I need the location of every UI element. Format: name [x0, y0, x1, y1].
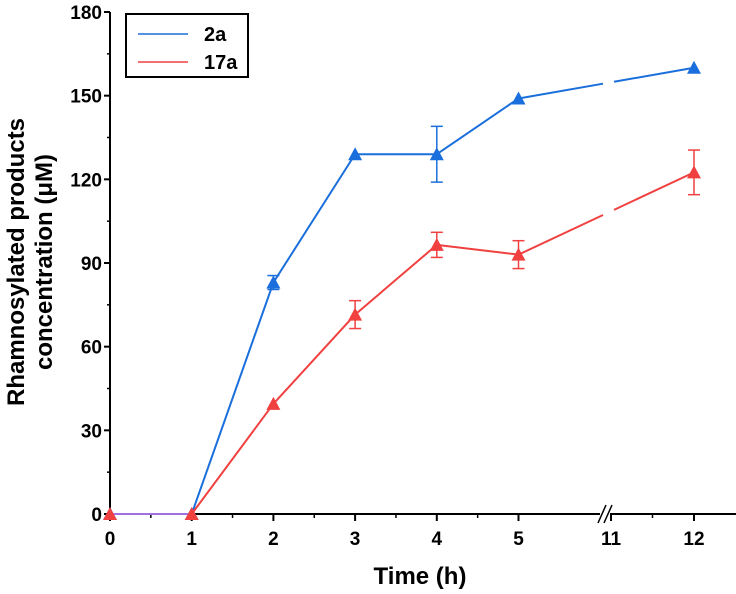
- x-axis-label: Time (h): [374, 563, 467, 590]
- data-point-marker: [511, 91, 526, 105]
- y-tick-label: 90: [81, 254, 102, 275]
- data-point-marker: [429, 147, 444, 161]
- legend-box: [125, 13, 249, 78]
- y-tick-label: 30: [81, 421, 102, 442]
- y-tick-label: 60: [81, 338, 102, 359]
- series-line-segment: [272, 313, 356, 405]
- y-axis-label-line1: Rhamnosylated products: [3, 118, 30, 406]
- x-tick-label: 3: [350, 529, 361, 550]
- x-tick-label: 11: [601, 529, 622, 550]
- data-point-marker: [429, 237, 444, 251]
- axis-break-mark: [603, 504, 613, 524]
- series-line-segment: [272, 153, 356, 284]
- series-line-segment: [518, 82, 604, 100]
- y-tick-label: 120: [70, 170, 102, 191]
- data-point-marker: [266, 396, 281, 410]
- data-point-marker: [184, 507, 199, 520]
- x-tick-label: 1: [186, 529, 197, 550]
- series-line-segment: [613, 171, 695, 211]
- series-line-segment: [436, 97, 520, 156]
- legend: 2a 17a: [125, 13, 249, 78]
- series-layer: [103, 60, 701, 520]
- axis-break-gap: [600, 511, 610, 517]
- x-tick-label: 5: [513, 529, 524, 550]
- data-point-marker: [687, 60, 701, 74]
- x-tick-label: 12: [683, 529, 704, 550]
- data-point-marker: [348, 307, 363, 321]
- legend-label-2a: 2a: [204, 24, 227, 46]
- data-point-marker: [266, 275, 281, 289]
- series-line-segment: [354, 244, 438, 316]
- axis-break-mark: [597, 504, 607, 524]
- y-tick-label: 0: [91, 505, 102, 526]
- series-line-segment: [436, 243, 519, 256]
- data-point-marker: [687, 165, 701, 179]
- x-tick-label: 4: [432, 529, 443, 550]
- series-line-segment: [613, 66, 695, 83]
- data-point-marker: [348, 147, 363, 161]
- x-tick-label: 2: [268, 529, 279, 550]
- legend-label-17a: 17a: [204, 52, 238, 74]
- data-point-marker: [103, 507, 117, 520]
- x-tick-label: 0: [105, 529, 116, 550]
- y-tick-label: 180: [70, 3, 102, 24]
- series-2a: [103, 60, 701, 520]
- series-line-segment: [190, 403, 275, 515]
- series-17a: [103, 149, 701, 520]
- data-point-marker: [511, 247, 526, 261]
- series-line-segment: [518, 214, 604, 256]
- y-axis-label-line2: concentration (μM): [31, 154, 58, 370]
- y-tick-label: 150: [70, 87, 102, 108]
- series-line-segment: [190, 282, 275, 515]
